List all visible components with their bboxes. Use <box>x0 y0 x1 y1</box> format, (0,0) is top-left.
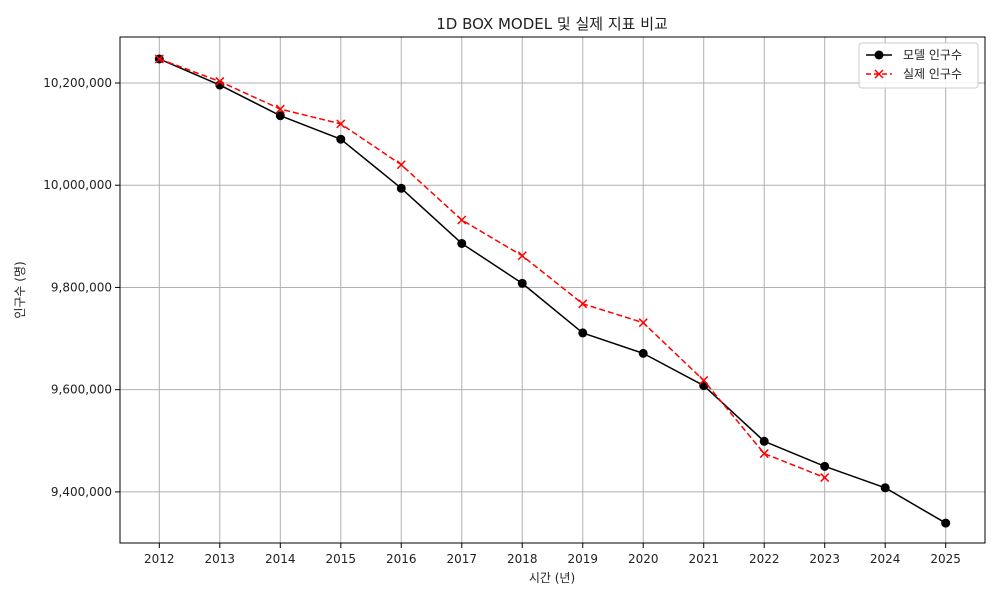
legend: 모델 인구수 실제 인구수 <box>858 42 979 89</box>
x-tick-label: 2013 <box>205 552 236 566</box>
data-point <box>517 278 527 288</box>
x-tick-label: 2014 <box>265 552 296 566</box>
x-axis-label: 시간 (년) <box>529 571 575 585</box>
series-layer <box>154 54 951 528</box>
data-point <box>154 54 164 64</box>
data-point <box>396 183 406 193</box>
legend-marker-model <box>874 50 884 60</box>
x-tick-label: 2015 <box>326 552 357 566</box>
x-tick-label: 2017 <box>446 552 477 566</box>
x-axis-ticks: 2012 2013 2014 2015 2016 2017 2018 2019 2020 2021… <box>144 543 961 566</box>
data-point <box>820 473 830 483</box>
data-point <box>275 111 285 121</box>
series-model <box>154 54 951 528</box>
data-point <box>457 215 467 225</box>
data-point <box>941 518 951 528</box>
data-point <box>215 76 225 86</box>
data-point <box>638 318 648 328</box>
x-tick-label: 2016 <box>386 552 417 566</box>
data-point <box>759 449 769 459</box>
x-tick-label: 2021 <box>688 552 719 566</box>
data-point <box>578 299 588 309</box>
legend-label-model: 모델 인구수 <box>903 48 962 62</box>
x-tick-label: 2024 <box>870 552 901 566</box>
y-tick-label: 9,400,000 <box>51 485 112 499</box>
y-tick-label: 9,600,000 <box>51 383 112 397</box>
data-point <box>578 328 588 338</box>
y-axis-label: 인구수 (명) <box>13 261 27 318</box>
x-tick-label: 2025 <box>930 552 961 566</box>
y-tick-label: 10,000,000 <box>43 178 112 192</box>
data-point <box>336 119 346 129</box>
x-tick-label: 2020 <box>628 552 659 566</box>
data-point <box>820 461 830 471</box>
x-tick-label: 2019 <box>567 552 598 566</box>
chart-title: 1D BOX MODEL 및 실제 지표 비교 <box>436 15 668 33</box>
series-line <box>159 58 825 479</box>
x-tick-label: 2012 <box>144 552 175 566</box>
legend-label-actual: 실제 인구수 <box>903 67 962 81</box>
data-point <box>699 375 709 385</box>
x-tick-label: 2023 <box>809 552 840 566</box>
data-point <box>759 436 769 446</box>
legend-marker-actual <box>874 69 884 79</box>
data-point <box>699 381 709 391</box>
y-axis-ticks: 9,400,000 9,600,000 9,800,000 10,000,000 10,… <box>43 76 120 499</box>
grid <box>120 37 985 543</box>
y-tick-label: 10,200,000 <box>43 76 112 90</box>
data-point <box>517 251 527 261</box>
y-tick-label: 9,800,000 <box>51 280 112 294</box>
series-actual <box>154 54 830 483</box>
data-point <box>396 160 406 170</box>
data-point <box>336 134 346 144</box>
x-tick-label: 2022 <box>749 552 780 566</box>
series-line <box>159 58 947 524</box>
x-tick-label: 2018 <box>507 552 538 566</box>
data-point <box>638 348 648 358</box>
data-point <box>880 483 890 493</box>
data-point <box>275 104 285 114</box>
data-point <box>457 238 467 248</box>
plot-frame <box>119 36 986 544</box>
